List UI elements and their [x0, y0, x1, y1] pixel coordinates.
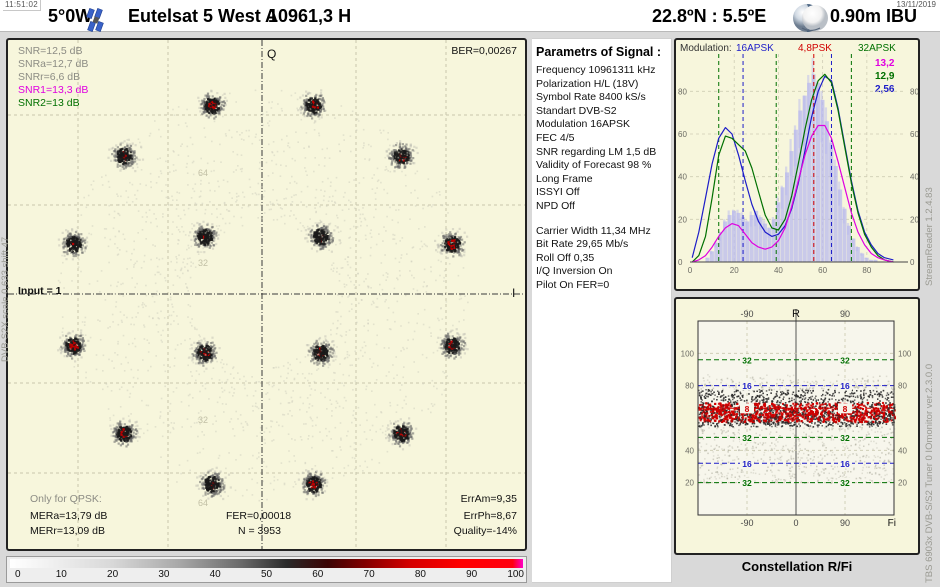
snr2-label: SNR2=13 dB [18, 97, 80, 109]
only-qpsk-label: Only for QPSK: [30, 493, 102, 505]
svg-text:64: 64 [198, 498, 208, 508]
legend-32apsk: 32APSK [858, 43, 896, 54]
histogram-plot: 002020404060608080020406080 [678, 54, 918, 275]
globe-icon [793, 4, 828, 32]
scale-tick: 60 [312, 569, 324, 580]
app-header: 11:51:02 13/11/2019 5°0W Eutelsat 5 West… [0, 0, 940, 32]
param-line: FEC 4/5 [536, 131, 575, 144]
clock-label: 11:51:02 [3, 0, 41, 11]
scale-tick: 20 [107, 569, 119, 580]
ber-label: BER=0,00267 [451, 45, 517, 57]
gradient-bar [10, 559, 523, 568]
antenna-size-label: 0.90m IBU [830, 6, 918, 26]
right-column: Modulation: 16APSK 4,8PSK 32APSK 13,2 12… [674, 38, 935, 583]
scale-tick: 70 [363, 569, 375, 580]
main-area: 64 32 32 64 Q I SNR=12,5 dB SNRa=12,7 dB… [0, 32, 940, 587]
param-line: Bit Rate 29,65 Mb/s [536, 238, 629, 251]
stream-reader-version: StreamReader 1.2.4.83 [924, 187, 935, 286]
param-line: ISSYI Off [536, 186, 580, 199]
histogram-value-1: 13,2 [875, 58, 895, 69]
quality-label: Quality=-14% [453, 525, 517, 537]
params-spacer [536, 214, 669, 225]
scale-tick: 100 [507, 569, 524, 580]
geo-coordinates-label: 22.8ºN : 5.5ºE [652, 6, 767, 26]
params-group-secondary: Carrier Width 11,34 MHz Bit Rate 29,65 Mb… [536, 225, 669, 293]
satellite-icon [86, 8, 104, 32]
modulation-histogram-panel[interactable]: Modulation: 16APSK 4,8PSK 32APSK 13,2 12… [674, 38, 920, 291]
param-line: SNR regarding LM 1,5 dB [536, 145, 657, 158]
scale-tick: 30 [158, 569, 170, 580]
param-line: Standart DVB-S2 [536, 104, 617, 117]
legend-16apsk: 16APSK [736, 43, 774, 54]
date-label: 13/11/2019 [896, 0, 936, 9]
histogram-value-3: 2,56 [875, 84, 895, 95]
histogram-value-2: 12,9 [875, 71, 895, 82]
scale-tick: 50 [260, 569, 273, 580]
param-line: I/Q Inversion On [536, 265, 613, 278]
svg-text:32: 32 [198, 258, 208, 268]
tuner-info: TBS 6903x DVB-S/S2 Tuner 0 IOmonitor ver… [924, 363, 935, 583]
scale-tick: 40 [209, 569, 221, 580]
satellite-name-label: Eutelsat 5 West A [128, 6, 279, 26]
scale-tick: 90 [466, 569, 478, 580]
dvb-scale-note: DVB-S2X scale 0,633 shift 47 [0, 236, 11, 362]
erram-label: ErrAm=9,35 [460, 493, 517, 505]
param-line: Long Frame [536, 172, 593, 185]
snr1-label: SNR1=13,3 dB [18, 84, 89, 96]
axis-label-i: I [512, 286, 516, 300]
param-line: Frequency 10961311 kHz [536, 64, 656, 76]
phase-constellation-panel[interactable]: 32 32 16 16 8 8 32 32 16 16 32 32 -90 R 90 -90 0 90 Fi 100 1… [674, 297, 920, 555]
frequency-label: 10961,3 H [268, 6, 352, 26]
param-line: Roll Off 0,35 [536, 251, 595, 264]
param-line: Modulation 16APSK [536, 118, 630, 131]
mera-label: MERa=13,79 dB [30, 510, 108, 522]
orbital-position-label: 5°0W [48, 6, 93, 26]
param-line: Validity of Forecast 98 % [536, 159, 652, 172]
input-label: Input = 1 [18, 285, 62, 297]
param-line: Carrier Width 11,34 MHz [536, 224, 651, 237]
snrr-label: SNRr=6,6 dB [18, 71, 81, 83]
legend-48psk: 4,8PSK [798, 43, 832, 54]
histogram-legend-title: Modulation: [680, 43, 732, 54]
density-color-scale: 0 10 20 30 40 50 60 70 80 90 100 [6, 556, 527, 583]
fer-label: FER=0,00018 [226, 510, 292, 522]
svg-text:64: 64 [198, 168, 208, 178]
errph-label: ErrPh=8,67 [463, 510, 517, 522]
snr-label: SNR=12,5 dB [18, 45, 83, 57]
params-title: Parametrs of Signal : [536, 45, 662, 59]
param-line: Polarization H/L (18V) [536, 77, 639, 90]
scale-tick: 80 [414, 569, 426, 580]
signal-parameters-panel: Parametrs of Signal : Frequency 10961311… [532, 38, 672, 583]
param-line: Symbol Rate 8400 kS/s [536, 91, 646, 104]
axis-label-q: Q [267, 47, 277, 61]
snra-label: SNRa=12,7 dB [18, 58, 89, 70]
scale-tick: 0 [15, 569, 21, 580]
constellation-caption: Constellation R/Fi [741, 559, 853, 574]
iq-constellation-plot: 64 32 32 64 [8, 40, 525, 549]
n-label: N = 3953 [238, 525, 281, 537]
iq-constellation-panel[interactable]: 64 32 32 64 Q I SNR=12,5 dB SNRa=12,7 dB… [6, 38, 527, 551]
param-line: Pilot On FER=0 [536, 278, 610, 291]
params-group-primary: Frequency 10961311 kHz Polarization H/L (… [536, 64, 669, 214]
scale-tick: 10 [55, 569, 67, 580]
svg-text:32: 32 [198, 415, 208, 425]
param-line: NPD Off [536, 199, 575, 212]
merr-label: MERr=13,09 dB [30, 525, 105, 537]
